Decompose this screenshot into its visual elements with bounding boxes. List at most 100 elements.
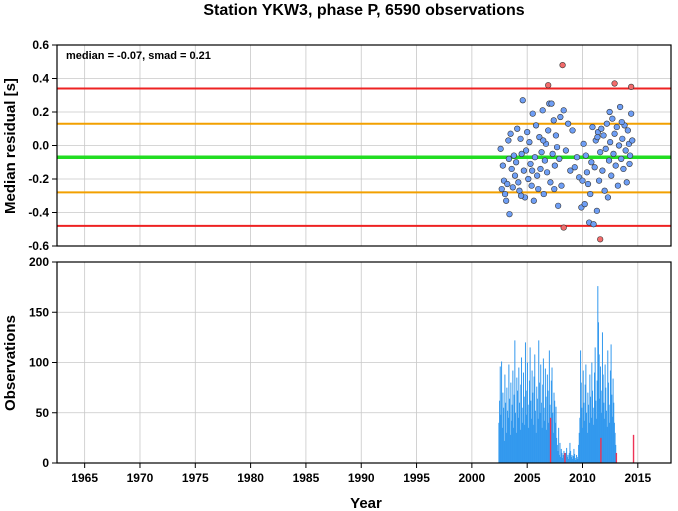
observation-bar xyxy=(607,382,609,463)
observation-bar xyxy=(558,427,560,463)
observation-bar xyxy=(611,416,613,463)
observation-bar xyxy=(520,357,522,463)
observation-bar xyxy=(501,361,503,463)
observation-bar xyxy=(589,374,591,463)
residual-point xyxy=(505,155,513,162)
observation-bar xyxy=(540,364,542,463)
residual-point xyxy=(543,169,551,176)
residual-point xyxy=(556,155,563,162)
observation-bar xyxy=(552,412,554,463)
observation-bar xyxy=(599,398,601,463)
observation-bar xyxy=(502,392,504,463)
observation-bar xyxy=(510,382,512,463)
observation-bar xyxy=(601,332,603,463)
observation-bar xyxy=(511,420,513,463)
observation-bar xyxy=(547,390,549,463)
observation-bar xyxy=(599,366,601,463)
residual-point xyxy=(604,194,612,201)
observation-bar xyxy=(513,394,515,463)
observation-bar xyxy=(507,417,509,463)
observation-bar xyxy=(515,432,517,463)
observation-bar xyxy=(562,454,564,463)
residual-y-tick-label: -0.4 xyxy=(28,206,49,220)
observations-y-tick-label: 150 xyxy=(29,305,49,319)
residual-point xyxy=(608,172,615,179)
observation-bar xyxy=(614,432,616,463)
residual-point xyxy=(591,164,598,171)
residual-y-tick-label: 0.4 xyxy=(32,72,49,86)
residual-y-tick-label: 0.6 xyxy=(32,38,49,52)
observation-bar xyxy=(556,437,558,463)
residual-point xyxy=(532,122,540,129)
observation-bar xyxy=(546,429,548,463)
observation-bar xyxy=(560,448,562,463)
residual-point xyxy=(606,108,613,116)
residual-point xyxy=(589,123,596,131)
observation-bar xyxy=(570,456,572,463)
x-tick-label: 1990 xyxy=(348,471,375,485)
residual-point xyxy=(505,137,512,144)
observation-bar xyxy=(525,390,527,463)
outlier-point xyxy=(545,82,552,89)
residual-point xyxy=(587,190,594,198)
observation-bar xyxy=(511,404,513,463)
residual-point xyxy=(620,165,627,173)
residual-point xyxy=(504,180,511,188)
observation-bar xyxy=(575,459,577,463)
observation-bar xyxy=(592,390,594,463)
residual-point xyxy=(605,157,613,164)
residual-point xyxy=(601,187,608,194)
x-axis-label: Year xyxy=(350,495,382,511)
observation-bar xyxy=(579,417,581,463)
residual-point xyxy=(550,117,557,124)
residual-point xyxy=(536,134,543,141)
observation-bar xyxy=(537,418,539,463)
observation-bar xyxy=(528,427,530,463)
outlier-observation-bar xyxy=(549,417,552,463)
observation-bar xyxy=(569,442,571,463)
observation-bar xyxy=(580,350,582,463)
x-tick-label: 1975 xyxy=(182,471,209,485)
residual-point xyxy=(555,202,562,209)
residual-point xyxy=(545,127,552,134)
residual-point xyxy=(513,159,520,166)
observation-bar xyxy=(544,420,546,463)
observation-bar xyxy=(602,374,604,463)
observation-bar xyxy=(557,450,559,463)
residual-point xyxy=(584,180,592,188)
residual-point xyxy=(595,177,603,184)
observation-bar xyxy=(595,400,597,463)
observation-bar xyxy=(501,427,503,463)
residual-point xyxy=(619,135,626,142)
residual-y-axis-label: Median residual [s] xyxy=(2,78,19,214)
observation-bar xyxy=(553,392,555,463)
observation-bar xyxy=(508,364,510,463)
observation-bar xyxy=(582,427,584,463)
observation-bar xyxy=(590,417,592,463)
residual-point xyxy=(579,177,586,184)
observations-y-tick-label: 0 xyxy=(42,456,49,470)
residual-panel: 0.6 0.4 0.2 0.0 -0.2 -0.4 -0.6 median = -0.07,… xyxy=(2,38,672,253)
observation-bar xyxy=(538,340,540,463)
observation-bar xyxy=(527,404,529,463)
outlier-observation-bar xyxy=(632,434,635,463)
residual-point xyxy=(613,123,620,131)
residual-point xyxy=(548,100,555,107)
outlier-observation-bar xyxy=(600,437,602,463)
observation-bar xyxy=(524,424,526,463)
observation-bar xyxy=(573,448,575,463)
observation-bar xyxy=(572,458,574,463)
observation-bar xyxy=(526,362,528,463)
observation-bar xyxy=(608,404,610,463)
observation-bar xyxy=(611,394,613,463)
observation-bar xyxy=(517,417,519,463)
residual-point xyxy=(611,130,618,137)
observation-bar xyxy=(584,384,586,463)
residual-point xyxy=(581,201,588,208)
residual-point xyxy=(622,147,629,154)
observation-bar xyxy=(587,392,589,463)
observation-bar xyxy=(499,400,501,463)
residual-point xyxy=(509,184,516,191)
observation-bar xyxy=(558,454,560,463)
residual-point xyxy=(528,182,535,189)
